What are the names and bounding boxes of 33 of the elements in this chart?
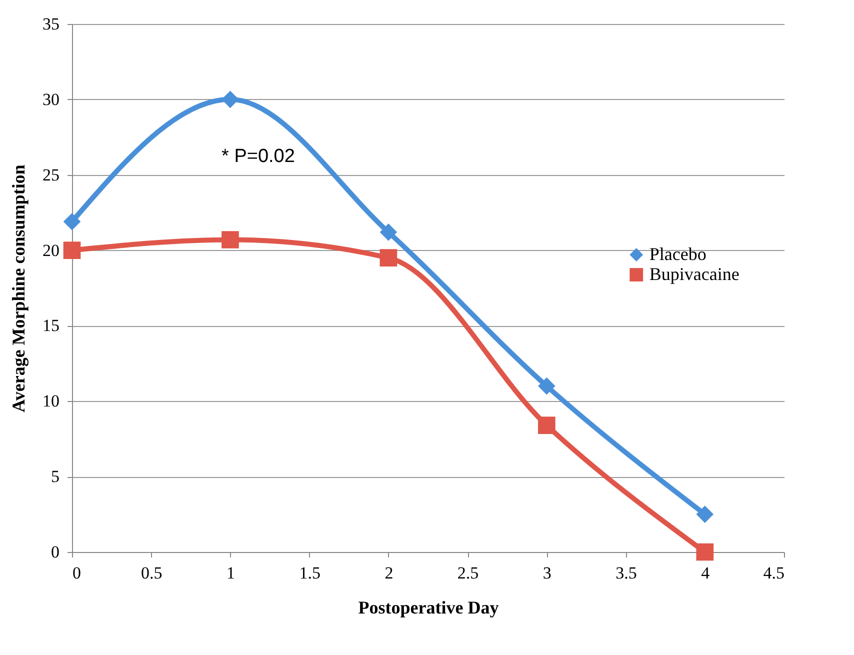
legend-label: Placebo: [649, 244, 706, 264]
point: [222, 90, 239, 108]
point: [222, 231, 239, 248]
point: [380, 249, 398, 266]
y-tick-label: 10: [42, 392, 60, 411]
y-tick-label: 30: [42, 90, 60, 109]
x-tick-label: 3.5: [616, 564, 637, 582]
point: [696, 543, 714, 561]
x-tick-label: 2: [384, 564, 394, 582]
x-tick-label: 1: [226, 564, 235, 582]
y-tick-label: 0: [51, 542, 60, 562]
point: [538, 377, 556, 395]
point: [63, 212, 81, 230]
x-tick-label: 1.5: [299, 564, 320, 582]
y-tick-label: 25: [42, 165, 60, 184]
y-tick-label: 20: [42, 240, 60, 260]
point: [696, 506, 714, 523]
y-tick-label: 15: [42, 316, 60, 336]
x-tick-label: 0: [72, 564, 81, 582]
x-tick-label: 2.5: [457, 564, 479, 582]
x-tick-label: 0.5: [140, 564, 162, 582]
x-tick-label: 3: [542, 564, 552, 582]
legend-label: Bupivacaine: [649, 264, 740, 284]
y-tick-label: 35: [42, 14, 60, 34]
y-tick-label: 5: [51, 467, 60, 486]
point: [380, 224, 398, 241]
x-axis-title: Postoperative Day: [358, 598, 499, 618]
point: [63, 242, 81, 259]
x-tick-label: 4.5: [763, 564, 784, 582]
point: [538, 416, 556, 434]
annotation: * P=0.02: [222, 146, 295, 167]
y-axis-title: Average Morphine consumption: [8, 164, 28, 412]
x-tick-label: 4: [701, 564, 710, 582]
